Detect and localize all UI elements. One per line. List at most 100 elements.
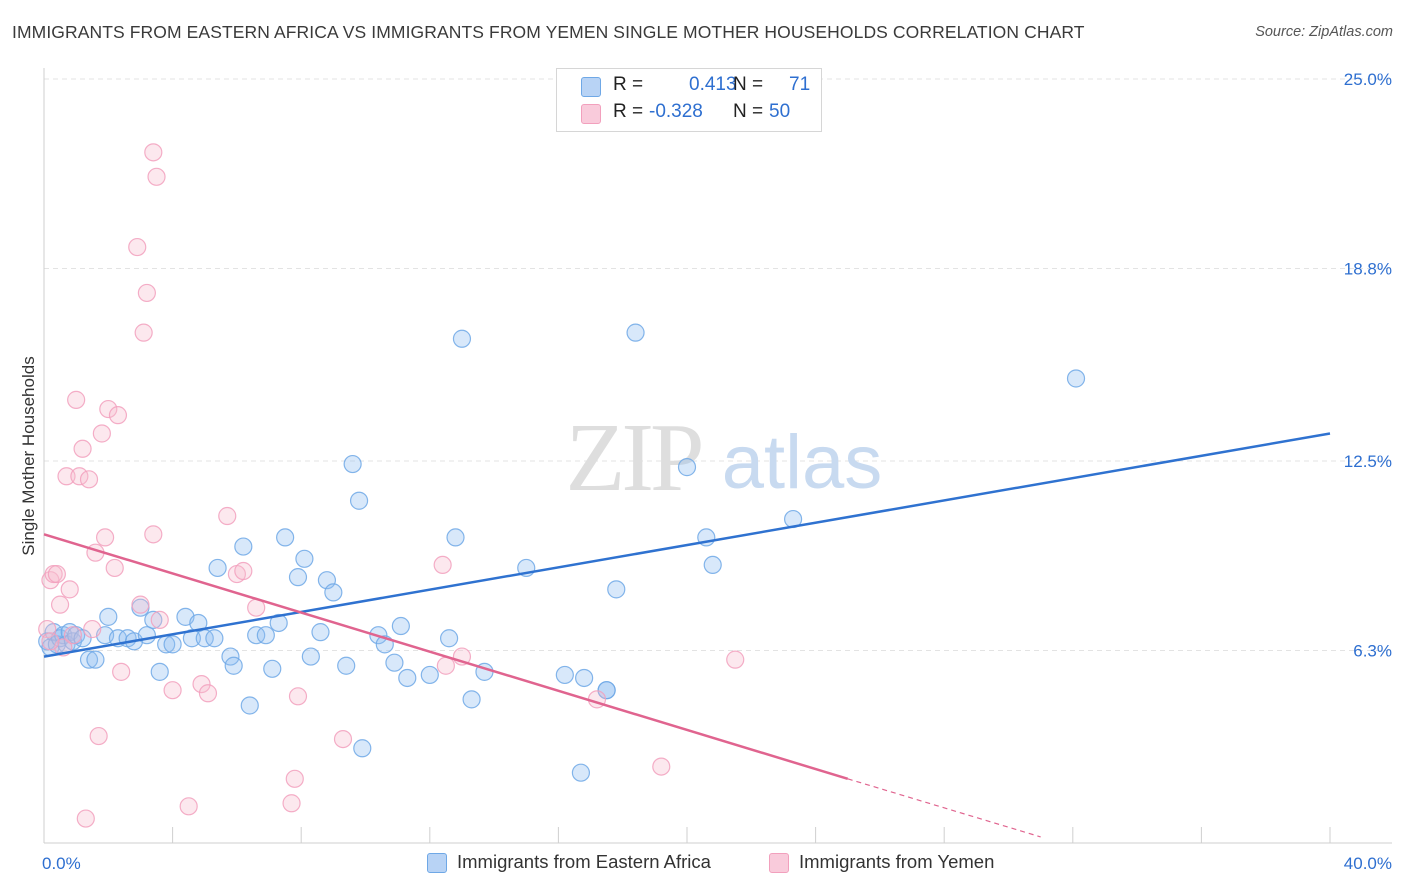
data-point: [301, 647, 320, 666]
source-credit: Source: ZipAtlas.com: [1255, 24, 1393, 40]
legend-r-label: R =: [613, 74, 644, 95]
data-point: [571, 763, 591, 782]
data-point: [67, 390, 86, 409]
data-point: [163, 635, 182, 654]
data-point: [234, 537, 253, 556]
data-point: [150, 662, 169, 681]
chart-title: IMMIGRANTS FROM EASTERN AFRICA VS IMMIGR…: [12, 22, 1085, 42]
data-point: [79, 650, 99, 669]
data-point: [105, 558, 124, 578]
y-tick-label: 18.8%: [1344, 259, 1392, 278]
data-point: [324, 583, 343, 602]
data-point: [198, 684, 218, 703]
trend-line-eastern-africa: [43, 432, 1331, 658]
x-tick-label: 0.0%: [42, 854, 81, 873]
data-point: [240, 696, 259, 715]
data-point: [95, 528, 115, 547]
bottom-legend-swatch-eastern-africa: [427, 853, 447, 873]
legend-r-label: R =: [613, 101, 644, 122]
data-point: [703, 555, 722, 575]
data-point: [79, 470, 99, 489]
bottom-legend-swatch-yemen: [769, 853, 789, 873]
data-point: [420, 665, 439, 685]
data-point: [276, 528, 295, 547]
data-point: [189, 613, 208, 633]
watermark-atlas: atlas: [722, 420, 883, 505]
data-point: [41, 632, 60, 651]
data-point: [179, 797, 198, 816]
correlation-legend: R = 0.413 N = 71 R = -0.328 N = 50: [556, 68, 822, 132]
data-point: [50, 595, 70, 614]
data-point: [462, 690, 481, 709]
bottom-legend-label-yemen: Immigrants from Yemen: [799, 851, 995, 872]
data-point: [597, 681, 616, 700]
data-point: [652, 757, 671, 776]
data-point: [398, 668, 417, 688]
series-yemen: [38, 143, 745, 828]
watermark-zip: ZIP: [566, 404, 701, 512]
legend-n-value: 71: [789, 74, 811, 95]
data-point: [144, 143, 163, 162]
legend-row-yemen: R = -0.328 N = 50: [557, 101, 821, 127]
data-point: [128, 237, 147, 257]
data-point: [433, 555, 452, 575]
data-point: [295, 549, 314, 568]
axes: [43, 68, 1392, 844]
data-point: [1066, 369, 1086, 388]
data-point: [47, 564, 66, 584]
data-point: [144, 525, 163, 544]
x-tick-label: 40.0%: [1344, 854, 1392, 873]
data-point: [333, 729, 353, 749]
data-point: [337, 656, 356, 675]
legend-swatch-eastern-africa: [581, 77, 601, 97]
y-axis-label: Single Mother Households: [19, 356, 38, 555]
legend-swatch-yemen: [581, 104, 601, 124]
data-point: [385, 653, 404, 672]
trend-lines: [43, 432, 1331, 838]
data-point: [99, 399, 118, 419]
data-point: [108, 406, 128, 425]
data-point: [192, 674, 211, 694]
legend-n-label: N =: [733, 74, 764, 95]
data-point: [555, 665, 574, 685]
y-tick-label: 6.3%: [1353, 641, 1392, 660]
y-tick-label: 12.5%: [1344, 452, 1392, 471]
watermark: ZIP atlas: [566, 404, 883, 512]
data-point: [134, 323, 153, 342]
data-point: [224, 656, 243, 675]
data-point: [147, 167, 166, 186]
data-point: [391, 616, 410, 636]
data-point: [57, 467, 76, 486]
trend-line-yemen: [43, 533, 849, 781]
data-point: [452, 329, 472, 348]
data-point: [73, 439, 92, 458]
data-point: [288, 687, 308, 706]
data-point: [137, 283, 156, 303]
data-point: [112, 662, 131, 681]
data-point: [163, 681, 182, 700]
data-point: [205, 629, 224, 648]
data-point: [218, 506, 237, 526]
data-point: [89, 726, 108, 746]
data-point: [575, 668, 594, 688]
data-point: [626, 323, 645, 342]
data-point: [99, 607, 118, 626]
data-point: [677, 458, 697, 477]
data-point: [76, 809, 95, 828]
data-point: [208, 558, 227, 578]
tick-labels: 6.3% 12.5% 18.8% 25.0% 0.0% 40.0%: [42, 70, 1392, 873]
data-point: [349, 491, 369, 510]
data-point: [144, 610, 163, 630]
data-point: [285, 769, 304, 788]
data-point: [282, 794, 301, 813]
data-point: [92, 424, 111, 443]
trend-line-yemen-extension: [847, 778, 1041, 838]
data-point: [607, 580, 626, 599]
data-point: [269, 613, 288, 633]
data-point: [436, 656, 455, 675]
data-point: [353, 739, 372, 758]
data-point: [60, 580, 79, 599]
data-point: [256, 626, 275, 645]
data-point: [63, 626, 83, 645]
